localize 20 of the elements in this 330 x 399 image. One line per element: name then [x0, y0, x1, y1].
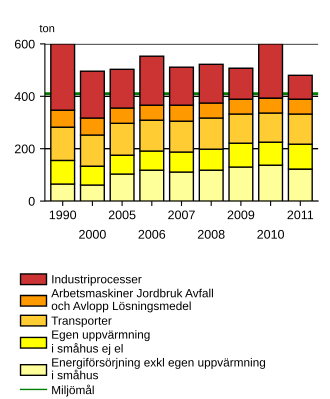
y-axis-title: ton [40, 24, 54, 32]
x-tick-label: 2008 [198, 230, 225, 239]
legend-label: Arbetsmaskiner Jordbruk Avfall och Avlopp Lösningsmedel [51, 288, 213, 312]
legend-label: Egen uppvärmning i småhus ej el [52, 330, 150, 355]
x-tick-label: 2005 [108, 210, 136, 220]
x-tick-label: 2007 [168, 210, 195, 220]
y-tick-label: 0 [28, 196, 35, 206]
y-tick-label: 200 [14, 144, 35, 154]
x-tick-label: 2010 [257, 230, 284, 239]
y-tick-label: 400 [14, 92, 35, 101]
x-tick-label: 2011 [287, 210, 314, 220]
legend-label: Energiförsörjning exkl egen uppvärmning i småhus [52, 358, 266, 380]
y-tick-label: 600 [14, 40, 35, 49]
x-tick-label: 2000 [79, 230, 106, 239]
x-tick-label: 2009 [228, 210, 254, 220]
x-tick-label: 2006 [138, 230, 166, 239]
x-tick-label: 1990 [50, 210, 76, 220]
legend-label: Transporter [51, 316, 112, 328]
legend-label: Miljömål [52, 384, 94, 397]
legend-label: Industriprocesser [52, 274, 142, 286]
